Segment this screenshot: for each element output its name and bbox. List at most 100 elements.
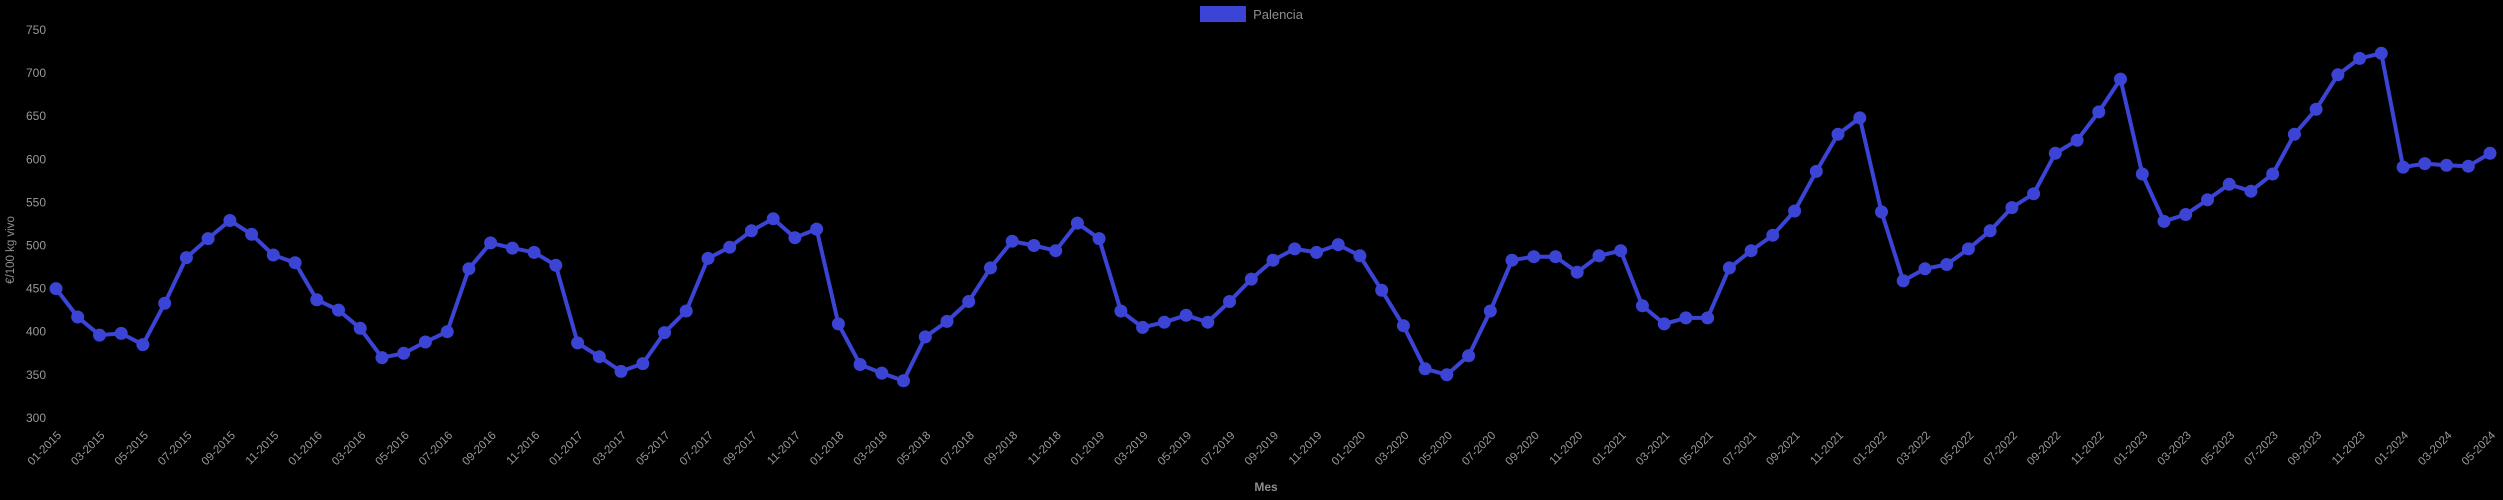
x-tick-label: 05-2017 <box>634 430 672 468</box>
data-point <box>2396 160 2410 174</box>
data-point <box>484 236 498 250</box>
data-point <box>810 222 824 236</box>
data-point <box>1766 228 1780 242</box>
data-point <box>1701 311 1715 325</box>
data-point <box>1223 295 1236 308</box>
data-point <box>549 258 563 272</box>
data-point <box>1070 216 1084 230</box>
data-point <box>2048 146 2062 160</box>
x-tick-label: 05-2015 <box>113 430 151 468</box>
data-point <box>1505 253 1519 267</box>
data-point <box>592 350 606 364</box>
legend-item-palencia[interactable]: Palencia <box>1200 6 1303 22</box>
data-point <box>245 227 259 241</box>
data-point <box>1136 320 1150 334</box>
data-point <box>679 304 693 318</box>
data-point <box>1875 205 1888 219</box>
x-tick-label: 03-2020 <box>1373 430 1411 468</box>
data-point <box>1635 299 1649 313</box>
y-tick-label: 750 <box>26 23 46 37</box>
x-tick-label: 09-2023 <box>2286 430 2324 468</box>
data-point <box>766 212 780 226</box>
data-point <box>2201 193 2214 207</box>
data-point <box>940 314 954 328</box>
y-tick-label: 400 <box>26 325 46 339</box>
data-point <box>2287 127 2301 141</box>
data-point <box>1918 262 1932 276</box>
data-point <box>918 330 932 344</box>
x-tick-label: 01-2022 <box>1851 430 1889 468</box>
data-point <box>658 326 671 340</box>
y-axis-title: €/100 kg vivo <box>5 216 17 284</box>
data-point <box>332 303 345 317</box>
data-point <box>462 262 476 276</box>
x-tick-label: 07-2022 <box>1982 430 2020 468</box>
data-point <box>744 224 758 238</box>
data-point <box>1027 239 1041 252</box>
x-tick-label: 07-2017 <box>678 430 716 468</box>
data-point <box>1657 317 1671 331</box>
x-tick-label: 11-2018 <box>1026 430 1064 468</box>
x-tick-label: 01-2017 <box>547 430 585 468</box>
data-point <box>1679 311 1693 325</box>
legend-swatch <box>1200 6 1247 22</box>
x-tick-label: 01-2020 <box>1330 430 1368 468</box>
data-point <box>1005 234 1019 248</box>
data-point <box>2157 214 2171 228</box>
x-tick-label: 03-2021 <box>1634 430 1672 468</box>
data-point <box>2461 159 2475 173</box>
data-point <box>2440 158 2453 172</box>
data-point <box>1549 250 1562 264</box>
y-tick-label: 550 <box>26 195 46 209</box>
legend-label: Palencia <box>1253 6 1303 22</box>
data-point <box>1592 249 1606 263</box>
x-tick-label: 03-2018 <box>852 430 890 468</box>
data-point <box>1788 204 1802 218</box>
data-point <box>1961 242 1975 256</box>
data-point <box>2309 102 2323 116</box>
data-point <box>440 325 454 339</box>
x-tick-label: 01-2021 <box>1590 430 1628 468</box>
x-tick-label: 07-2018 <box>939 430 977 468</box>
data-point <box>1462 349 1476 363</box>
x-tick-label: 05-2023 <box>2199 430 2237 468</box>
x-tick-label: 09-2018 <box>982 430 1020 468</box>
data-point <box>353 321 367 335</box>
data-point <box>897 374 910 388</box>
data-point <box>1831 127 1845 141</box>
data-point <box>853 358 867 371</box>
data-point <box>1483 304 1497 318</box>
y-tick-label: 450 <box>26 282 46 296</box>
x-tick-label: 11-2017 <box>765 430 803 468</box>
x-tick-label: 11-2023 <box>2330 430 2368 468</box>
data-point <box>1440 368 1454 382</box>
x-tick-label: 01-2018 <box>808 430 846 468</box>
data-point <box>2005 201 2019 215</box>
x-tick-label: 11-2015 <box>244 430 282 468</box>
x-tick-label: 09-2017 <box>721 430 759 468</box>
data-point <box>418 335 432 349</box>
x-tick-label: 09-2015 <box>200 430 238 468</box>
data-point <box>1310 245 1323 259</box>
data-point <box>2353 51 2367 65</box>
data-point <box>788 231 802 245</box>
data-point <box>2418 157 2432 171</box>
data-point <box>962 295 976 308</box>
data-point <box>1396 319 1410 333</box>
data-point <box>2374 46 2388 60</box>
y-tick-label: 650 <box>26 109 46 123</box>
data-point <box>1744 244 1758 258</box>
x-tick-label: 09-2016 <box>460 430 498 468</box>
data-point <box>1288 242 1302 256</box>
x-tick-label: 03-2015 <box>69 430 107 468</box>
x-tick-label: 11-2022 <box>2069 430 2107 468</box>
x-tick-label: 09-2021 <box>1764 430 1802 468</box>
x-tick-label: 09-2020 <box>1504 430 1542 468</box>
data-point <box>179 251 193 265</box>
data-point <box>201 232 215 246</box>
data-point <box>571 336 585 350</box>
x-tick-label: 11-2016 <box>504 430 542 468</box>
x-tick-label: 07-2019 <box>1199 430 1237 468</box>
data-point <box>158 296 172 310</box>
